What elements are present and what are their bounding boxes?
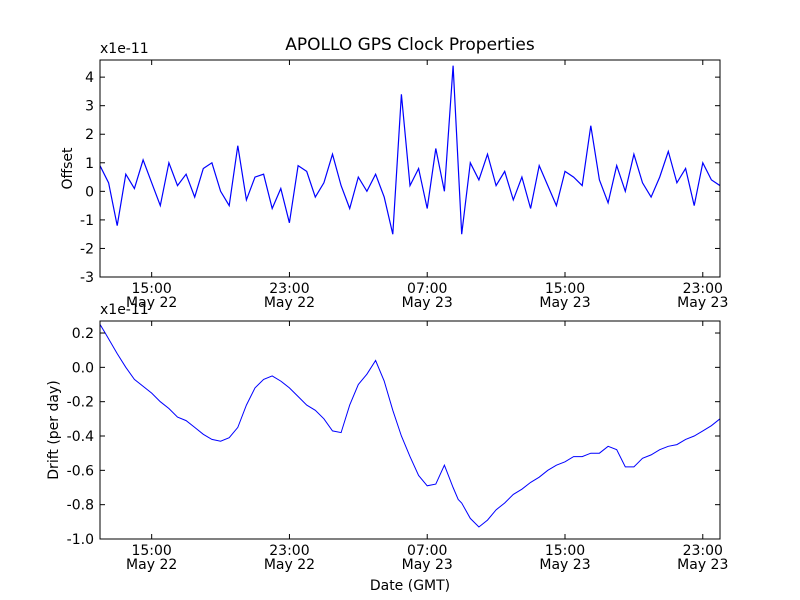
x-tick-date: May 22	[126, 295, 177, 311]
y-tick-label: 2	[85, 127, 94, 143]
y-tick-label: 4	[85, 70, 94, 86]
x-tick-date: May 23	[539, 295, 590, 311]
x-tick-date: May 23	[402, 295, 453, 311]
plot-frame	[99, 320, 721, 540]
plot-frame	[99, 59, 721, 278]
y-tick-label: -3	[80, 270, 94, 286]
figure-title: APOLLO GPS Clock Properties	[285, 35, 535, 55]
y-tick-label: -0.6	[67, 463, 94, 479]
y-tick-label: 3	[85, 99, 94, 115]
x-tick-date: May 22	[126, 557, 177, 573]
y-tick-label: -0.8	[67, 498, 94, 514]
x-tick-date: May 23	[539, 557, 590, 573]
x-tick-date: May 23	[402, 557, 453, 573]
x-tick-time: 15:00	[545, 281, 585, 297]
x-tick-time: 15:00	[131, 543, 171, 559]
x-tick-date: May 22	[264, 295, 315, 311]
x-tick-time: 07:00	[407, 543, 447, 559]
series-line	[100, 65, 720, 235]
series-line	[100, 324, 720, 528]
y-tick-label: 1	[85, 156, 94, 172]
x-tick-date: May 23	[677, 557, 728, 573]
x-tick-time: 23:00	[683, 281, 723, 297]
x-tick-time: 23:00	[269, 543, 309, 559]
y-tick-label: -1.0	[67, 532, 94, 548]
x-axis-label: Date (GMT)	[370, 578, 450, 594]
x-tick-date: May 22	[264, 557, 315, 573]
y-tick-label: -0.4	[67, 429, 94, 445]
x-tick-time: 15:00	[131, 281, 171, 297]
y-tick-label: 0.0	[72, 360, 94, 376]
y-scale-label: x1e-11	[100, 41, 149, 57]
y-tick-label: 0.2	[72, 326, 94, 342]
y-tick-label: -0.2	[67, 395, 94, 411]
y-tick-label: -1	[80, 213, 94, 229]
x-tick-time: 23:00	[683, 543, 723, 559]
x-tick-time: 15:00	[545, 543, 585, 559]
y-tick-label: 0	[85, 184, 94, 200]
x-tick-date: May 23	[677, 295, 728, 311]
y-axis-label: Drift (per day)	[46, 380, 62, 479]
x-tick-time: 23:00	[269, 281, 309, 297]
y-tick-label: -2	[80, 241, 94, 257]
y-axis-label: Offset	[60, 147, 76, 190]
x-tick-time: 07:00	[407, 281, 447, 297]
y-scale-label: x1e-11	[100, 302, 149, 318]
